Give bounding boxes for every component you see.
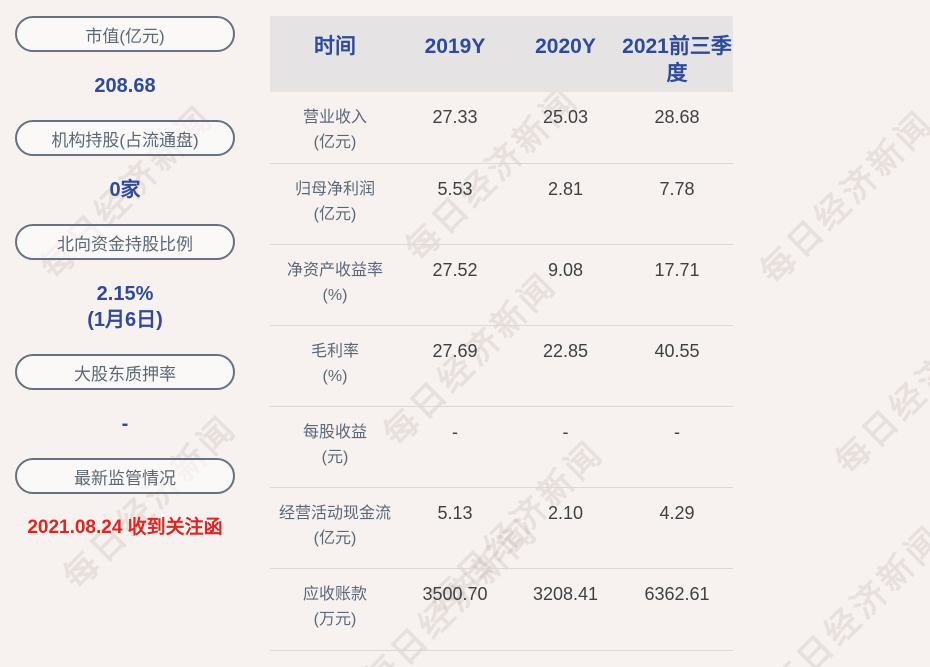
watermark-text: 每日经济新闻: [828, 293, 930, 482]
row-metric-name: 归母净利润: [294, 181, 375, 198]
cell-value: 27.52: [432, 260, 478, 280]
kpi-label-pill: 最新监管情况: [15, 458, 235, 494]
kpi-item-2: 北向资金持股比例 2.15% (1月6日): [15, 224, 235, 333]
column-header-2: 2020Y: [535, 35, 596, 58]
row-metric-name: 应收账款: [302, 586, 367, 603]
cell-value: 2.81: [547, 179, 584, 199]
kpi-item-3: 大股东质押率 -: [15, 354, 235, 437]
kpi-label: 市值(亿元): [85, 26, 165, 46]
table-row: 经营活动现金流 (亿元) 5.13 2.10 4.29: [270, 488, 733, 569]
kpi-label-pill: 机构持股(占流通盘): [15, 120, 235, 156]
kpi-value: 208.68: [15, 73, 235, 99]
cell-value: 22.85: [542, 341, 589, 361]
cell-value: 3208.41: [532, 584, 599, 604]
kpi-label-pill: 大股东质押率: [15, 354, 235, 390]
kpi-value-line: 208.68: [94, 75, 156, 97]
kpi-item-1: 机构持股(占流通盘) 0家: [15, 120, 235, 203]
cell-value: 2.10: [547, 503, 584, 523]
kpi-value: 0家: [15, 177, 235, 203]
column-header-1: 2019Y: [424, 35, 486, 58]
kpi-value: 2.15% (1月6日): [15, 281, 235, 333]
cell-value: 5.53: [437, 179, 473, 199]
kpi-value-line: (1月6日): [87, 309, 163, 331]
kpi-sidebar: 市值(亿元) 208.68 机构持股(占流通盘) 0家 北向资金持股比例 2.1…: [0, 0, 255, 667]
column-header-3: 2021前三季度: [622, 35, 732, 85]
kpi-label: 北向资金持股比例: [57, 234, 193, 254]
row-metric-unit: (亿元): [313, 530, 357, 547]
row-metric-unit: (元): [321, 449, 349, 466]
row-metric-unit: (%): [322, 287, 348, 304]
table-row: 净资产收益率 (%) 27.52 9.08 17.71: [270, 245, 733, 326]
cell-value: -: [452, 422, 458, 442]
watermark-text: 每日经济新闻: [753, 103, 930, 292]
financial-table: 时间 2019Y 2020Y 2021前三季度 营业收入 (亿元) 27.33 25.03 2…: [270, 16, 733, 651]
cell-value: 27.33: [432, 107, 478, 127]
cell-value: 25.03: [542, 107, 589, 127]
cell-value: 17.71: [654, 260, 700, 280]
row-metric-name: 毛利率: [310, 343, 359, 360]
kpi-value: 2021.08.24 收到关注函: [15, 515, 235, 541]
row-metric-unit: (万元): [313, 611, 357, 628]
cell-value: 40.55: [654, 341, 700, 361]
cell-value: 4.29: [659, 503, 695, 523]
table-body: 营业收入 (亿元) 27.33 25.03 28.68 归母净利润 (亿元) 5.53 2.81…: [270, 92, 733, 651]
watermark-text: 每日经济新闻: [763, 518, 930, 667]
kpi-label: 大股东质押率: [74, 364, 176, 384]
row-label-cell: 应收账款 (万元): [270, 569, 400, 650]
table-row: 应收账款 (万元) 3500.70 3208.41 6362.61: [270, 569, 733, 651]
cell-value: 9.08: [547, 260, 584, 280]
kpi-label: 最新监管情况: [74, 468, 176, 488]
column-header-0: 时间: [314, 35, 356, 58]
row-metric-name: 经营活动现金流: [278, 505, 391, 522]
row-metric-name: 营业收入: [302, 109, 367, 126]
kpi-item-4: 最新监管情况 2021.08.24 收到关注函: [15, 458, 235, 541]
kpi-value-line: 2.15%: [96, 283, 154, 305]
row-metric-unit: (%): [322, 368, 348, 385]
row-metric-unit: (亿元): [313, 134, 357, 151]
kpi-label-pill: 北向资金持股比例: [15, 224, 235, 260]
table-row: 营业收入 (亿元) 27.33 25.03 28.68: [270, 92, 733, 164]
row-metric-name: 净资产收益率: [286, 262, 383, 279]
row-label-cell: 每股收益 (元): [270, 407, 400, 487]
cell-value: 27.69: [432, 341, 478, 361]
cell-value: 5.13: [437, 503, 473, 523]
row-label-cell: 毛利率 (%): [270, 326, 400, 406]
cell-value: 6362.61: [644, 584, 710, 604]
kpi-label-pill: 市值(亿元): [15, 16, 235, 52]
cell-value: 3500.70: [422, 584, 488, 604]
kpi-value-line: 2021.08.24 收到关注函: [27, 517, 223, 538]
kpi-item-0: 市值(亿元) 208.68: [15, 16, 235, 99]
row-label-cell: 净资产收益率 (%): [270, 245, 400, 325]
kpi-value-line: 0家: [109, 179, 141, 201]
cell-value: 7.78: [659, 179, 695, 199]
kpi-value: -: [15, 411, 235, 437]
table-row: 毛利率 (%) 27.69 22.85 40.55: [270, 326, 733, 407]
kpi-label: 机构持股(占流通盘): [51, 130, 199, 150]
row-metric-unit: (亿元): [313, 206, 357, 223]
row-label-cell: 营业收入 (亿元): [270, 92, 400, 163]
table-row: 每股收益 (元) - - -: [270, 407, 733, 488]
cell-value: -: [562, 422, 569, 442]
kpi-value-line: -: [121, 413, 129, 435]
table-header-row: 时间 2019Y 2020Y 2021前三季度: [270, 16, 733, 92]
row-label-cell: 归母净利润 (亿元): [270, 164, 400, 244]
row-metric-name: 每股收益: [302, 424, 367, 441]
table-row: 归母净利润 (亿元) 5.53 2.81 7.78: [270, 164, 733, 245]
cell-value: 28.68: [654, 107, 700, 127]
row-label-cell: 经营活动现金流 (亿元): [270, 488, 400, 568]
cell-value: -: [674, 422, 680, 442]
